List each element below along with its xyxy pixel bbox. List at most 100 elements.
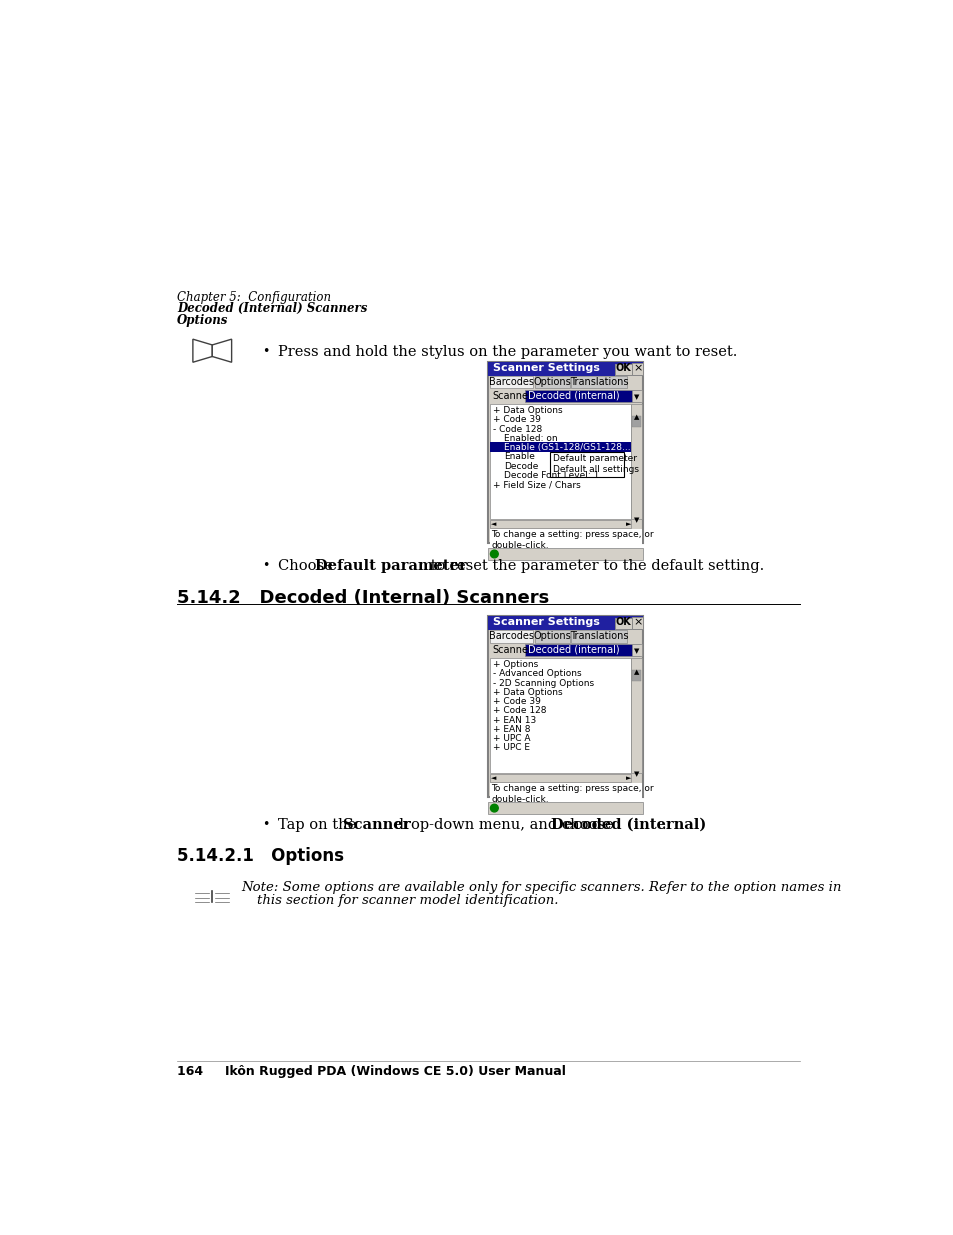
Text: To change a setting: press space, or
double-click.: To change a setting: press space, or dou… bbox=[491, 530, 653, 550]
Text: ►: ► bbox=[625, 521, 631, 527]
Text: - Advanced Options: - Advanced Options bbox=[493, 669, 580, 678]
Text: Decoded (Internal) Scanners: Decoded (Internal) Scanners bbox=[177, 303, 367, 315]
Text: Scanner Settings: Scanner Settings bbox=[493, 363, 599, 373]
Bar bbox=[534, 377, 569, 389]
Bar bbox=[488, 362, 642, 377]
Text: Default parameter: Default parameter bbox=[315, 558, 466, 573]
Text: Decoded (internal): Decoded (internal) bbox=[527, 390, 618, 400]
Text: Default all settings: Default all settings bbox=[553, 464, 639, 474]
Text: •: • bbox=[262, 818, 270, 831]
Bar bbox=[488, 362, 642, 543]
Text: ▼: ▼ bbox=[634, 394, 639, 400]
Text: ▼: ▼ bbox=[634, 648, 639, 653]
Text: Decoded (internal): Decoded (internal) bbox=[550, 818, 705, 832]
Text: To change a setting: press space, or
double-click.: To change a setting: press space, or dou… bbox=[491, 784, 653, 804]
Text: ▼: ▼ bbox=[633, 771, 639, 777]
Text: ▼: ▼ bbox=[633, 517, 639, 524]
Text: + Code 128: + Code 128 bbox=[493, 706, 546, 715]
Text: to reset the parameter to the default setting.: to reset the parameter to the default se… bbox=[426, 558, 763, 573]
Text: + Data Options: + Data Options bbox=[493, 406, 562, 415]
Bar bbox=[490, 630, 533, 642]
Bar bbox=[489, 442, 630, 452]
Text: Scanner:: Scanner: bbox=[492, 645, 535, 655]
Text: drop-down menu, and choose: drop-down menu, and choose bbox=[390, 818, 618, 832]
Bar bbox=[525, 645, 639, 656]
Bar bbox=[631, 416, 640, 427]
Bar bbox=[615, 618, 632, 629]
Bar bbox=[632, 618, 642, 630]
Bar bbox=[630, 658, 641, 773]
Text: Press and hold the stylus on the parameter you want to reset.: Press and hold the stylus on the paramet… bbox=[278, 345, 737, 358]
Text: + UPC A: + UPC A bbox=[493, 734, 530, 743]
Bar bbox=[488, 802, 642, 814]
Bar bbox=[489, 520, 630, 527]
Text: + UPC E: + UPC E bbox=[493, 743, 529, 752]
Text: Options: Options bbox=[177, 314, 229, 327]
Bar bbox=[632, 363, 642, 375]
Text: 5.14.2   Decoded (Internal) Scanners: 5.14.2 Decoded (Internal) Scanners bbox=[177, 589, 549, 606]
Bar bbox=[571, 630, 626, 642]
Text: Enable: Enable bbox=[503, 452, 534, 462]
Text: Decoded (internal): Decoded (internal) bbox=[527, 645, 618, 655]
Text: ▲: ▲ bbox=[633, 415, 639, 421]
Text: Scanner:: Scanner: bbox=[492, 390, 535, 400]
Polygon shape bbox=[212, 340, 232, 362]
Text: OK: OK bbox=[616, 363, 631, 373]
Bar bbox=[630, 404, 641, 519]
Text: ►: ► bbox=[625, 776, 631, 781]
Text: Enable (GS1-128/GS1-128...: Enable (GS1-128/GS1-128... bbox=[503, 443, 630, 452]
Text: Barcodes: Barcodes bbox=[489, 377, 534, 387]
Text: + Data Options: + Data Options bbox=[493, 688, 562, 697]
Text: Translations: Translations bbox=[569, 631, 628, 641]
Bar bbox=[525, 390, 639, 403]
Text: + EAN 13: + EAN 13 bbox=[493, 716, 536, 725]
Text: Note: Some options are available only for specific scanners. Refer to the option: Note: Some options are available only fo… bbox=[241, 882, 841, 894]
Text: 164     Ikôn Rugged PDA (Windows CE 5.0) User Manual: 164 Ikôn Rugged PDA (Windows CE 5.0) Use… bbox=[177, 1065, 566, 1077]
Text: Scanner: Scanner bbox=[343, 818, 410, 832]
Text: Chapter 5:  Configuration: Chapter 5: Configuration bbox=[177, 290, 331, 304]
Text: .: . bbox=[661, 818, 666, 832]
Text: + Options: + Options bbox=[493, 661, 537, 669]
Bar bbox=[632, 645, 641, 656]
Text: •: • bbox=[262, 558, 270, 572]
Circle shape bbox=[490, 550, 497, 558]
Text: ▲: ▲ bbox=[633, 668, 639, 674]
Text: Enabled: on: Enabled: on bbox=[503, 433, 557, 443]
Bar bbox=[534, 630, 569, 642]
Text: + Code 39: + Code 39 bbox=[493, 698, 540, 706]
Bar bbox=[489, 530, 641, 546]
Text: 5.14.2.1   Options: 5.14.2.1 Options bbox=[177, 847, 344, 866]
Text: Options: Options bbox=[533, 377, 570, 387]
Bar bbox=[489, 783, 641, 800]
Polygon shape bbox=[193, 340, 212, 362]
Text: Decode: Decode bbox=[503, 462, 537, 471]
Text: Choose: Choose bbox=[278, 558, 337, 573]
Bar bbox=[488, 616, 642, 630]
Bar bbox=[571, 377, 626, 389]
Text: ×: × bbox=[633, 363, 641, 373]
Text: ×: × bbox=[633, 618, 641, 627]
Bar bbox=[550, 452, 623, 477]
Text: - 2D Scanning Options: - 2D Scanning Options bbox=[493, 679, 594, 688]
Bar bbox=[489, 404, 630, 519]
Bar bbox=[632, 390, 641, 403]
Text: Translations: Translations bbox=[569, 377, 628, 387]
Bar bbox=[490, 377, 533, 389]
Bar bbox=[488, 548, 642, 561]
Text: ◄: ◄ bbox=[491, 521, 497, 527]
Text: Options: Options bbox=[533, 631, 570, 641]
Text: OK: OK bbox=[616, 618, 631, 627]
Bar bbox=[489, 774, 630, 782]
Text: Default parameter: Default parameter bbox=[553, 454, 637, 463]
Circle shape bbox=[490, 804, 497, 811]
Text: + Code 39: + Code 39 bbox=[493, 415, 540, 425]
Text: Scanner Settings: Scanner Settings bbox=[493, 618, 599, 627]
Text: + Field Size / Chars: + Field Size / Chars bbox=[493, 480, 580, 489]
Text: Barcodes: Barcodes bbox=[489, 631, 534, 641]
Text: - Code 128: - Code 128 bbox=[493, 425, 541, 433]
Text: Decode Font Level: 1: Decode Font Level: 1 bbox=[503, 471, 598, 480]
Text: •: • bbox=[262, 345, 270, 358]
Text: + EAN 8: + EAN 8 bbox=[493, 725, 530, 734]
Bar bbox=[488, 616, 642, 798]
Bar bbox=[489, 658, 630, 773]
